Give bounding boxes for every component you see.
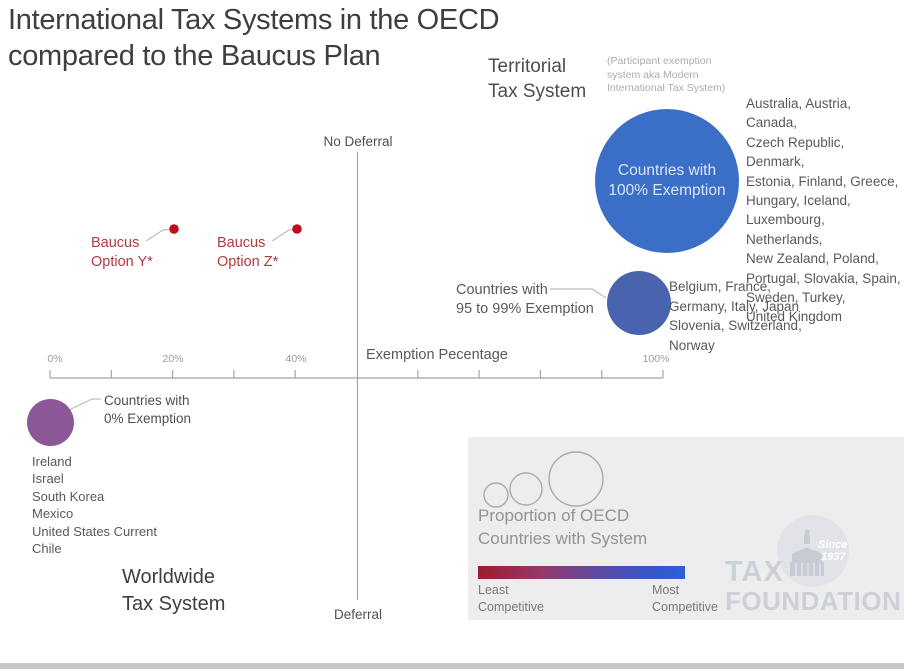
logo-year-text: 1937 [821, 551, 846, 563]
most-competitive-label: Most Competitive [652, 583, 718, 614]
x-axis-title: Exemption Pecentage [366, 347, 508, 363]
tax-foundation-seal-icon: Since 1937 [777, 515, 849, 587]
x-tick-100: 100% [642, 353, 670, 365]
logo-foundation-text: FOUNDATION [725, 586, 902, 616]
leader-zero [66, 398, 101, 412]
y-axis-bottom-label: Deferral [333, 607, 382, 622]
logo-tax-text: TAX [725, 556, 784, 588]
competitiveness-gradient-bar [478, 566, 685, 579]
zero-exemption-bubble [27, 399, 74, 446]
bottom-border-strip [0, 663, 904, 669]
x-tick-20: 20% [162, 353, 184, 365]
leader-partial [550, 288, 607, 299]
x-tick-40: 40% [285, 353, 307, 365]
least-competitive-label: Least Competitive [478, 583, 544, 614]
bubble-size-legend-icon [483, 451, 604, 508]
full-exemption-bubble: Countries with 100% Exemption [595, 109, 739, 253]
territorial-system-label: Territorial Tax System [488, 56, 587, 102]
bubble-size-legend-label: Proportion of OECD Countries with System [478, 506, 648, 548]
baucus-option-y-label: Baucus Option Y* [91, 235, 153, 270]
baucus-option-z-label: Baucus Option Z* [217, 235, 279, 270]
territorial-system-subnote: (Participant exemption system aka Modern… [607, 55, 726, 94]
partial-exemption-bubble [607, 271, 671, 335]
logo-since-text: Since [818, 539, 847, 551]
leader-baucus-z [271, 228, 294, 242]
x-tick-0: 0% [47, 353, 63, 365]
full-exemption-country-list: Australia, Austria, Canada, Czech Republ… [746, 96, 901, 325]
baucus-option-z-dot [292, 224, 302, 234]
axis-ticks [49, 370, 664, 378]
full-exemption-bubble-label: Countries with 100% Exemption [608, 162, 726, 199]
zero-exemption-country-list: Ireland Israel South Korea Mexico United… [32, 454, 158, 557]
worldwide-system-label: Worldwide Tax System [122, 566, 226, 615]
zero-exemption-label: Countries with 0% Exemption [104, 393, 192, 426]
partial-exemption-label: Countries with 95 to 99% Exemption [456, 282, 594, 317]
page-title: International Tax Systems in the OECD co… [8, 4, 500, 72]
y-axis-top-label: No Deferral [323, 134, 393, 149]
partial-exemption-country-list: Belgium, France, Germany, Italy, Japan S… [669, 279, 802, 353]
leader-baucus-y [145, 228, 170, 242]
baucus-option-y-dot [169, 224, 179, 234]
